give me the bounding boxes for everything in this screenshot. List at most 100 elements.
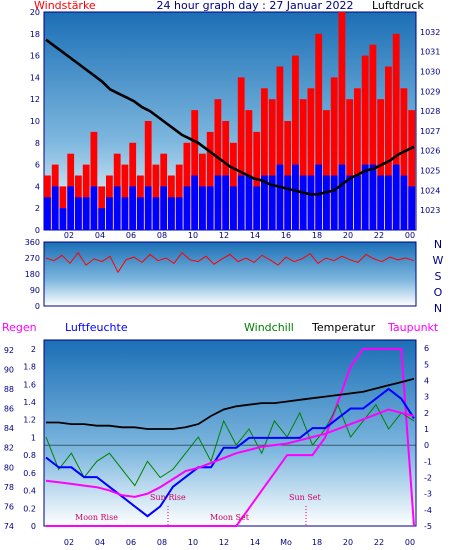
wind-y-ticks: 0 2 4 6 8 10 12 14 16 18 20 (30, 8, 40, 235)
wind-bar (75, 197, 82, 230)
rain-y-ticks: 0 0.2 0.4 0.6 0.8 1 1.2 1.4 1.6 1.8 2 (23, 345, 36, 531)
temperature-y-tick: 0 (424, 441, 429, 450)
wind-bar (400, 88, 408, 230)
pressure-y-tick: 1028 (420, 107, 440, 116)
wind-bar (330, 175, 338, 230)
wind-bar (361, 164, 369, 230)
x-tick: 16 (281, 231, 291, 240)
pressure-y-tick: 1025 (420, 167, 440, 176)
rain-y-tick: 0.2 (23, 504, 36, 513)
wind-y-tick: 0 (35, 226, 40, 235)
temperature-y-tick: 2 (424, 409, 429, 418)
wind-bar (292, 55, 299, 230)
compass-label: S (435, 270, 442, 283)
temperature-humidity-panel: Regen Luftfeuchte Windchill Temperatur T… (2, 321, 439, 547)
wind-bar (361, 55, 369, 230)
wind-bar (330, 77, 338, 231)
wind-y-tick: 4 (35, 182, 40, 191)
wind-bar (408, 186, 416, 230)
rain-y-tick: 0.4 (23, 487, 36, 496)
compass-label: O (434, 286, 443, 299)
wind-bar (385, 175, 392, 230)
compass-label: N (434, 238, 442, 251)
x-tick: 22 (374, 538, 384, 547)
wind-bar (276, 164, 284, 230)
wind-bar (191, 110, 199, 230)
pressure-axis-title: Luftdruck (372, 0, 424, 12)
wind-y-tick: 12 (30, 95, 40, 104)
pressure-y-ticks: 1023 1024 1025 1026 1027 1028 1029 1030 1031 1032 (420, 28, 440, 215)
wind-bar (354, 175, 361, 230)
humidity-y-tick: 82 (4, 444, 14, 453)
x-tick: 02 (64, 231, 74, 240)
x-tick: 00 (405, 231, 415, 240)
pressure-line (45, 38, 415, 196)
x-tick: 20 (343, 538, 353, 547)
rain-y-tick: 1.2 (23, 416, 36, 425)
x-tick: 02 (64, 538, 74, 547)
dewpoint-line (45, 408, 415, 498)
wind-bar (400, 175, 408, 230)
wind-bar (354, 88, 361, 230)
rain-y-tick: 1 (31, 433, 36, 442)
wind-bar (268, 175, 276, 230)
legend-luftfeuchte: Luftfeuchte (65, 321, 128, 334)
legend-windchill: Windchill (244, 321, 294, 334)
wind-bar (144, 121, 152, 230)
wind-bar (276, 66, 284, 230)
wind-bars (44, 12, 416, 231)
humidity-y-tick: 86 (4, 405, 14, 414)
temperature-y-tick: 5 (424, 360, 429, 369)
humidity-y-tick: 84 (4, 424, 14, 433)
wind-bar (214, 99, 222, 230)
annotation-sun-set: Sun Set (289, 493, 322, 502)
pressure-y-tick: 1030 (420, 67, 440, 76)
legend-temperatur: Temperatur (311, 321, 376, 334)
wind-bar (261, 88, 268, 230)
wind-x-ticks: 02 04 06 08 10 12 14 16 18 20 22 00 (64, 231, 415, 240)
pressure-y-tick: 1023 (420, 206, 440, 215)
pressure-y-tick: 1029 (420, 87, 440, 96)
wind-bar (385, 66, 392, 230)
wind-bar (315, 164, 323, 230)
temperature-y-tick: 3 (424, 393, 429, 402)
temperature-y-tick: 4 (424, 376, 429, 385)
wind-bar (137, 197, 144, 230)
rain-y-tick: 0 (31, 522, 36, 531)
rain-y-tick: 1.4 (23, 398, 36, 407)
humidity-y-tick: 74 (4, 522, 14, 531)
wind-bar (261, 175, 268, 230)
wind-bar (51, 186, 59, 230)
wind-bar (299, 175, 307, 230)
wind-bar (392, 164, 400, 230)
wind-bar (59, 208, 67, 230)
wind-bar (214, 175, 222, 230)
wind-y-tick: 8 (35, 139, 40, 148)
wind-bar (292, 164, 299, 230)
annotation-moon-rise: Moon Rise (75, 513, 118, 522)
wind-bar (323, 110, 330, 230)
x-tick: 06 (126, 231, 136, 240)
pressure-y-tick: 1031 (420, 48, 440, 57)
direction-y-ticks: 0 90 180 270 360 (25, 238, 40, 311)
wind-bar (191, 175, 199, 230)
pressure-y-tick: 1027 (420, 127, 440, 136)
x-tick: 04 (95, 538, 105, 547)
wind-y-tick: 20 (30, 8, 40, 17)
x-tick: 20 (343, 231, 353, 240)
x-tick: 14 (250, 231, 260, 240)
wind-bar (206, 131, 214, 230)
wind-bar (144, 186, 152, 230)
wind-y-tick: 18 (30, 30, 40, 39)
wind-bar (67, 186, 75, 230)
rain-y-tick: 0.8 (23, 451, 36, 460)
wind-y-tick: 16 (30, 52, 40, 61)
wind-bar (377, 175, 385, 230)
wind-bar (98, 208, 106, 230)
wind-bar (168, 197, 175, 230)
wind-bar (206, 186, 214, 230)
x-tick: 12 (219, 231, 229, 240)
compass-label: W (433, 254, 444, 267)
wind-bar (369, 44, 377, 231)
